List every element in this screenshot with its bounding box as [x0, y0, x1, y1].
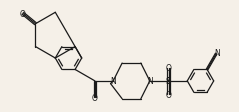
Text: O: O: [166, 64, 171, 72]
Text: N: N: [147, 77, 153, 86]
Text: O: O: [92, 93, 98, 102]
Text: N: N: [110, 77, 116, 86]
Text: O: O: [20, 10, 26, 19]
Text: N: N: [214, 48, 220, 57]
Text: O: O: [166, 90, 171, 99]
Text: S: S: [166, 77, 171, 86]
